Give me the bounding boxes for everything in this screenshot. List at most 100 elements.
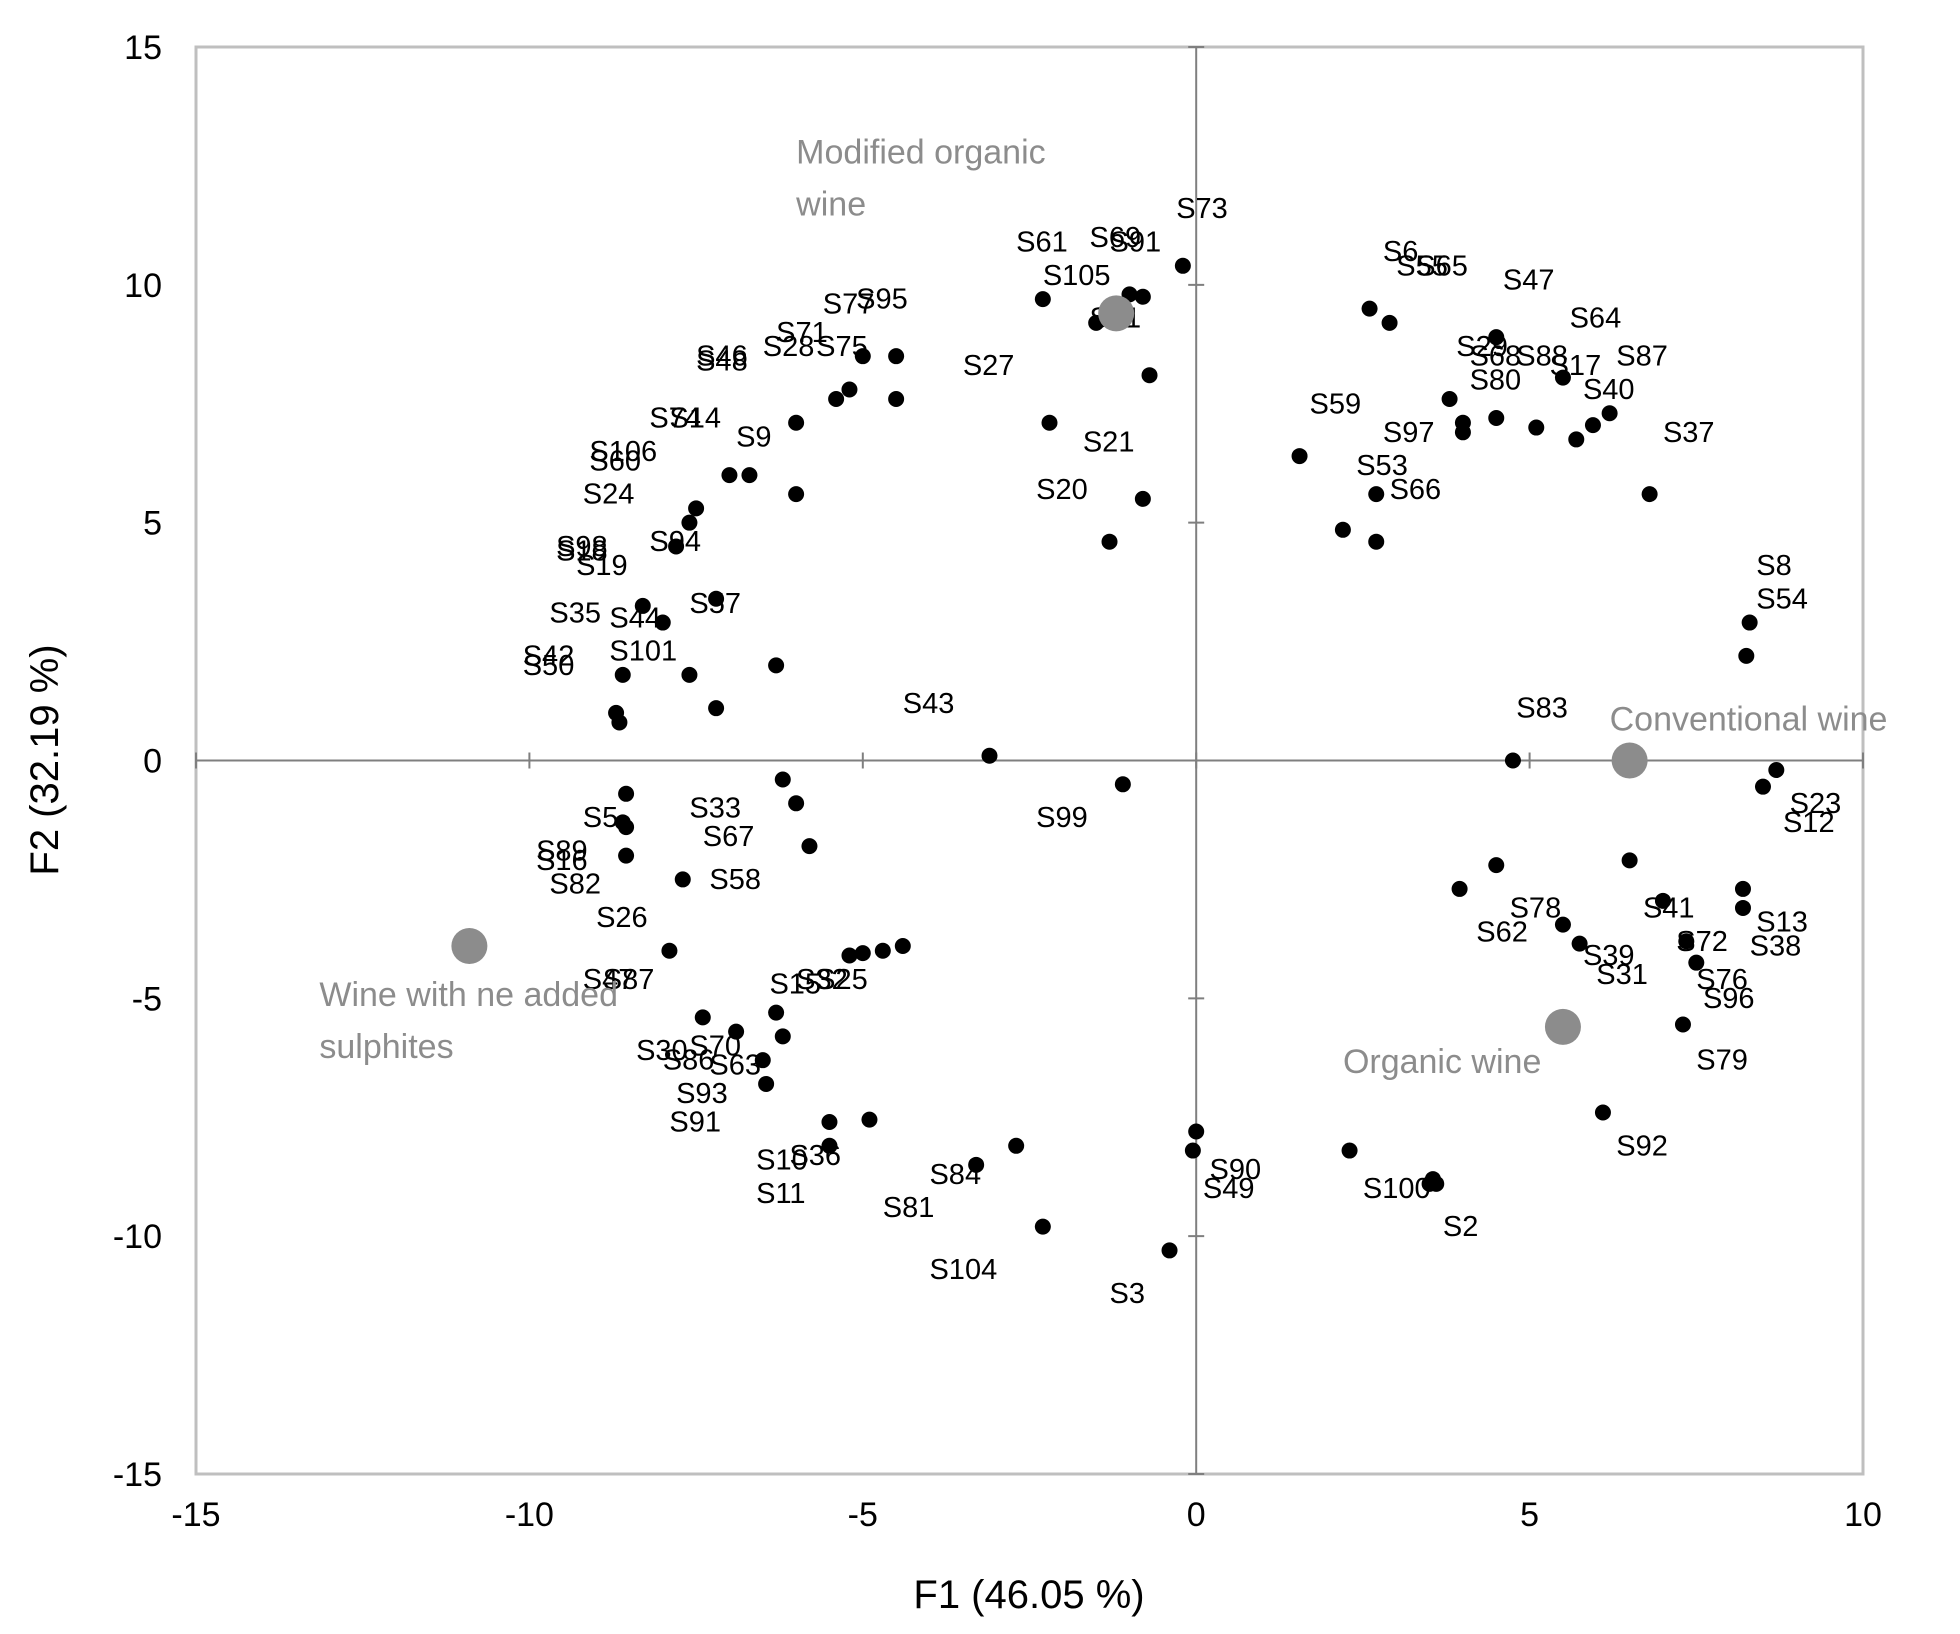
data-point-label: S44: [609, 602, 661, 634]
data-point: [674, 871, 691, 888]
data-point-label: S41: [1643, 892, 1695, 924]
data-point: [1554, 916, 1571, 933]
data-point: [1568, 431, 1585, 448]
data-point: [1441, 390, 1458, 407]
data-point: [1601, 405, 1618, 422]
data-point-label: S72: [1676, 926, 1728, 958]
data-point-label: S43: [903, 688, 955, 720]
data-point: [1161, 1242, 1178, 1259]
data-point-label: S74: [649, 403, 701, 435]
x-tick-label: 0: [1187, 1496, 1206, 1534]
data-point-label: S57: [689, 588, 741, 620]
data-point: [1594, 1104, 1611, 1121]
data-point-label: S6: [1383, 236, 1418, 268]
data-point: [1341, 1142, 1358, 1159]
data-point-label: S18: [556, 536, 608, 568]
data-point-label: S49: [1203, 1173, 1255, 1205]
data-point-label: S55: [1396, 250, 1448, 282]
data-point: [774, 1028, 791, 1045]
data-point: [1041, 414, 1058, 431]
data-point: [1114, 776, 1131, 793]
data-point: [1554, 369, 1571, 386]
data-point: [788, 486, 805, 503]
data-point: [1734, 880, 1751, 897]
y-tick-label: -10: [113, 1218, 162, 1256]
data-point-label: S65: [1416, 250, 1468, 282]
data-points: [608, 257, 1785, 1259]
data-point: [1188, 1123, 1205, 1140]
data-point-label: S96: [1703, 983, 1755, 1015]
data-point-label: S81: [883, 1192, 935, 1224]
data-point: [854, 348, 871, 365]
data-point: [861, 1111, 878, 1128]
data-point-label: S84: [929, 1159, 981, 1191]
data-point-label: S73: [1176, 193, 1228, 225]
data-point: [1488, 329, 1505, 346]
data-point: [1101, 533, 1118, 550]
data-point-label: S5: [583, 802, 618, 834]
data-point-label: S29: [1456, 331, 1508, 363]
data-point-label: S47: [1503, 265, 1555, 297]
data-point-label: S66: [1390, 474, 1442, 506]
data-point: [768, 657, 785, 674]
data-point: [841, 947, 858, 964]
x-tick-label: -5: [848, 1496, 878, 1534]
data-point-label: S19: [576, 550, 628, 582]
data-point: [1528, 419, 1545, 436]
data-point-label: S99: [1036, 802, 1088, 834]
data-point: [1421, 1175, 1438, 1192]
data-point-label: S12: [1783, 807, 1835, 839]
data-point-label: S27: [963, 350, 1015, 382]
x-tick-label: -15: [171, 1496, 220, 1534]
data-point: [618, 819, 635, 836]
data-point-label: S31: [1596, 959, 1648, 991]
data-point-label: S101: [609, 636, 677, 668]
data-point-label: S86: [663, 1045, 715, 1077]
data-point: [1621, 852, 1638, 869]
data-point-label: S8: [1756, 550, 1791, 582]
category-label: Modified organic: [796, 133, 1045, 171]
data-point: [968, 1156, 985, 1173]
data-point: [1141, 367, 1158, 384]
data-point: [741, 467, 758, 484]
data-point: [854, 945, 871, 962]
data-point: [728, 1023, 745, 1040]
data-point-label: S67: [703, 821, 755, 853]
data-point-label: S11: [756, 1178, 805, 1210]
data-point: [1488, 857, 1505, 874]
data-point-label: S87: [1616, 341, 1668, 373]
data-point-label: S70: [689, 1030, 741, 1062]
data-point: [1678, 933, 1695, 950]
data-point: [1381, 314, 1398, 331]
data-point: [821, 1137, 838, 1154]
data-point: [1134, 288, 1151, 305]
data-point-label: S94: [649, 526, 701, 558]
data-point-label: S77: [823, 288, 875, 320]
data-point: [1034, 291, 1051, 308]
data-point: [1738, 647, 1755, 664]
data-point-label: S71: [776, 317, 828, 349]
axes-layer: [195, 46, 1864, 1475]
data-point-label: S91: [669, 1107, 721, 1139]
y-tick-label: -15: [113, 1456, 162, 1494]
data-point: [758, 1075, 775, 1092]
data-point-label: S100: [1363, 1173, 1431, 1205]
category-point: [1098, 295, 1135, 332]
data-point: [611, 714, 628, 731]
data-point-label: S76: [1696, 964, 1748, 996]
data-point-label: S40: [1583, 374, 1635, 406]
data-point-label: S48: [696, 345, 748, 377]
data-point: [1291, 448, 1308, 465]
data-point-label: S92: [1616, 1130, 1668, 1162]
data-point-label: S54: [1756, 583, 1808, 615]
data-point: [841, 381, 858, 398]
data-point-label: S89: [536, 835, 588, 867]
x-tick-label: 5: [1520, 1496, 1539, 1534]
data-point-label: S13: [1756, 907, 1808, 939]
y-tick-label: 10: [124, 267, 162, 305]
data-point-label: S87: [603, 964, 655, 996]
y-axis-title: F2 (32.19 %): [23, 644, 67, 875]
data-point-label: S83: [1516, 693, 1568, 725]
data-point: [618, 785, 635, 802]
data-point-label: S39: [1583, 940, 1635, 972]
